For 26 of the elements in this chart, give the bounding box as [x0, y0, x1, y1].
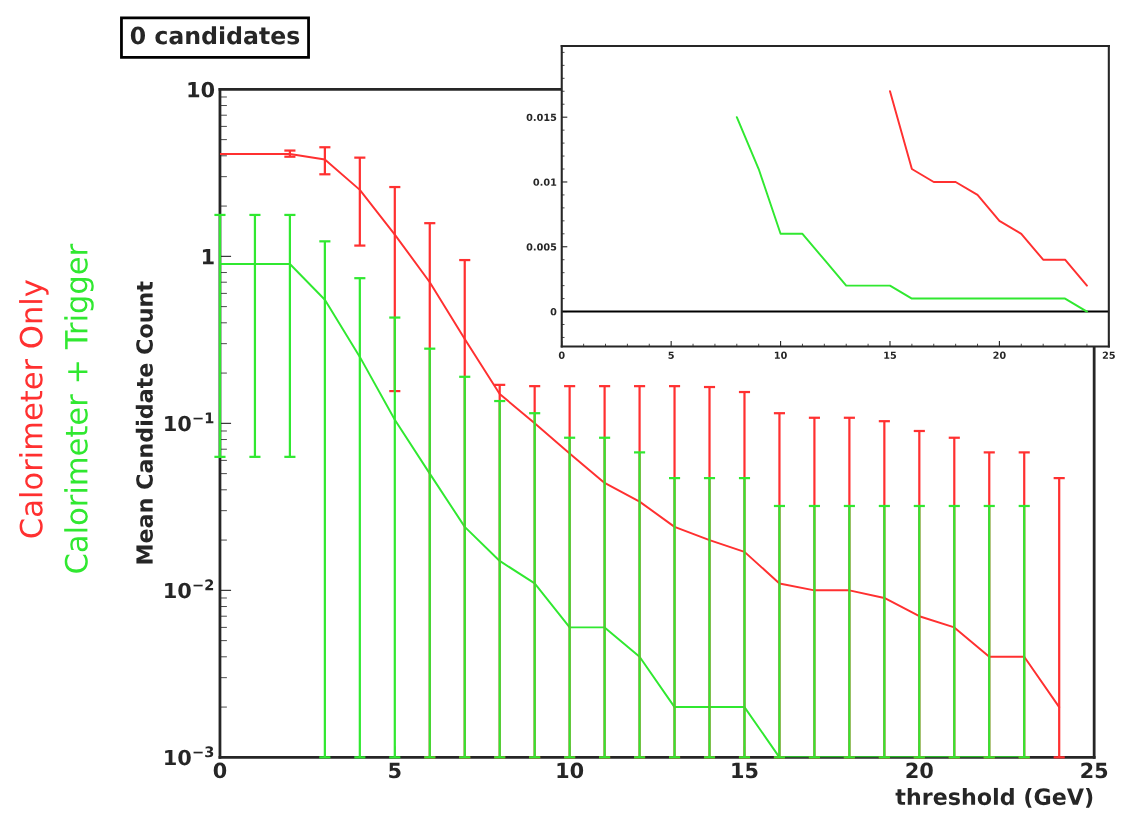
y-tick-label: 10$^{−3}$	[165, 746, 214, 766]
x-tick-label: 20	[906, 762, 933, 779]
x-tick-label: 15	[884, 351, 897, 359]
y-tick-label: 0	[550, 308, 557, 316]
x-tick-label: 25	[1081, 762, 1108, 779]
x-tick-label: 25	[1102, 351, 1115, 359]
x-tick-label: 5	[668, 351, 674, 359]
y-tick-label: 10$^{−2}$	[165, 579, 214, 599]
y-tick-label: 0.015	[526, 113, 557, 122]
y-axis-title: Mean Candidate Count	[135, 281, 153, 564]
y-tick-label: 10	[188, 81, 215, 98]
y-tick-label: 1	[202, 249, 214, 265]
x-tick-label: 15	[732, 762, 758, 779]
text: Calorimeter Only	[19, 280, 49, 538]
x-tick-label: 0	[213, 762, 227, 779]
x-tick-label: 0	[558, 351, 565, 359]
x-tick-label: 10	[774, 351, 787, 359]
x-axis-title: threshold (GeV)	[895, 787, 1093, 808]
y-tick-label: 0.005	[526, 243, 557, 251]
y-tick-label: 0.01	[533, 178, 557, 186]
x-tick-label: 10	[557, 762, 584, 779]
x-tick-label: 20	[993, 351, 1006, 359]
text: Calorimeter + Trigger	[64, 243, 94, 573]
y-tick-label: 10$^{−1}$	[165, 412, 214, 432]
text: 0 candidates	[130, 26, 300, 45]
x-tick-label: 5	[389, 762, 401, 779]
